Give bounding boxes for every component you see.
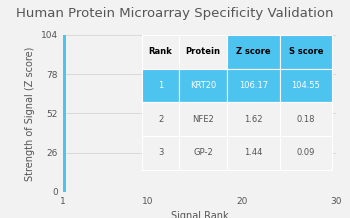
Text: 3: 3 <box>158 148 163 157</box>
Text: Rank: Rank <box>149 47 173 56</box>
Text: Human Protein Microarray Specificity Validation: Human Protein Microarray Specificity Val… <box>16 7 334 20</box>
Text: 2: 2 <box>158 115 163 124</box>
Bar <box>280 102 332 136</box>
Bar <box>280 136 332 170</box>
Text: 106.17: 106.17 <box>239 81 268 90</box>
Bar <box>142 69 179 102</box>
Text: S score: S score <box>289 47 323 56</box>
Text: 1.44: 1.44 <box>244 148 262 157</box>
Text: Z score: Z score <box>236 47 271 56</box>
Text: NFE2: NFE2 <box>192 115 214 124</box>
Bar <box>227 35 280 69</box>
Text: Protein: Protein <box>186 47 220 56</box>
Bar <box>280 35 332 69</box>
Bar <box>179 35 227 69</box>
Bar <box>179 69 227 102</box>
Bar <box>227 102 280 136</box>
X-axis label: Signal Rank: Signal Rank <box>171 211 228 218</box>
Bar <box>280 69 332 102</box>
Text: GP-2: GP-2 <box>193 148 213 157</box>
Bar <box>227 69 280 102</box>
Text: KRT20: KRT20 <box>190 81 216 90</box>
Bar <box>227 136 280 170</box>
Bar <box>142 136 179 170</box>
Bar <box>179 136 227 170</box>
Bar <box>142 102 179 136</box>
Text: 0.09: 0.09 <box>297 148 315 157</box>
Text: 1: 1 <box>158 81 163 90</box>
Bar <box>60 35 66 192</box>
Y-axis label: Strength of Signal (Z score): Strength of Signal (Z score) <box>26 46 35 181</box>
Text: 104.55: 104.55 <box>292 81 320 90</box>
Bar <box>179 102 227 136</box>
Bar <box>142 35 179 69</box>
Text: 0.18: 0.18 <box>297 115 315 124</box>
Text: 1.62: 1.62 <box>244 115 262 124</box>
